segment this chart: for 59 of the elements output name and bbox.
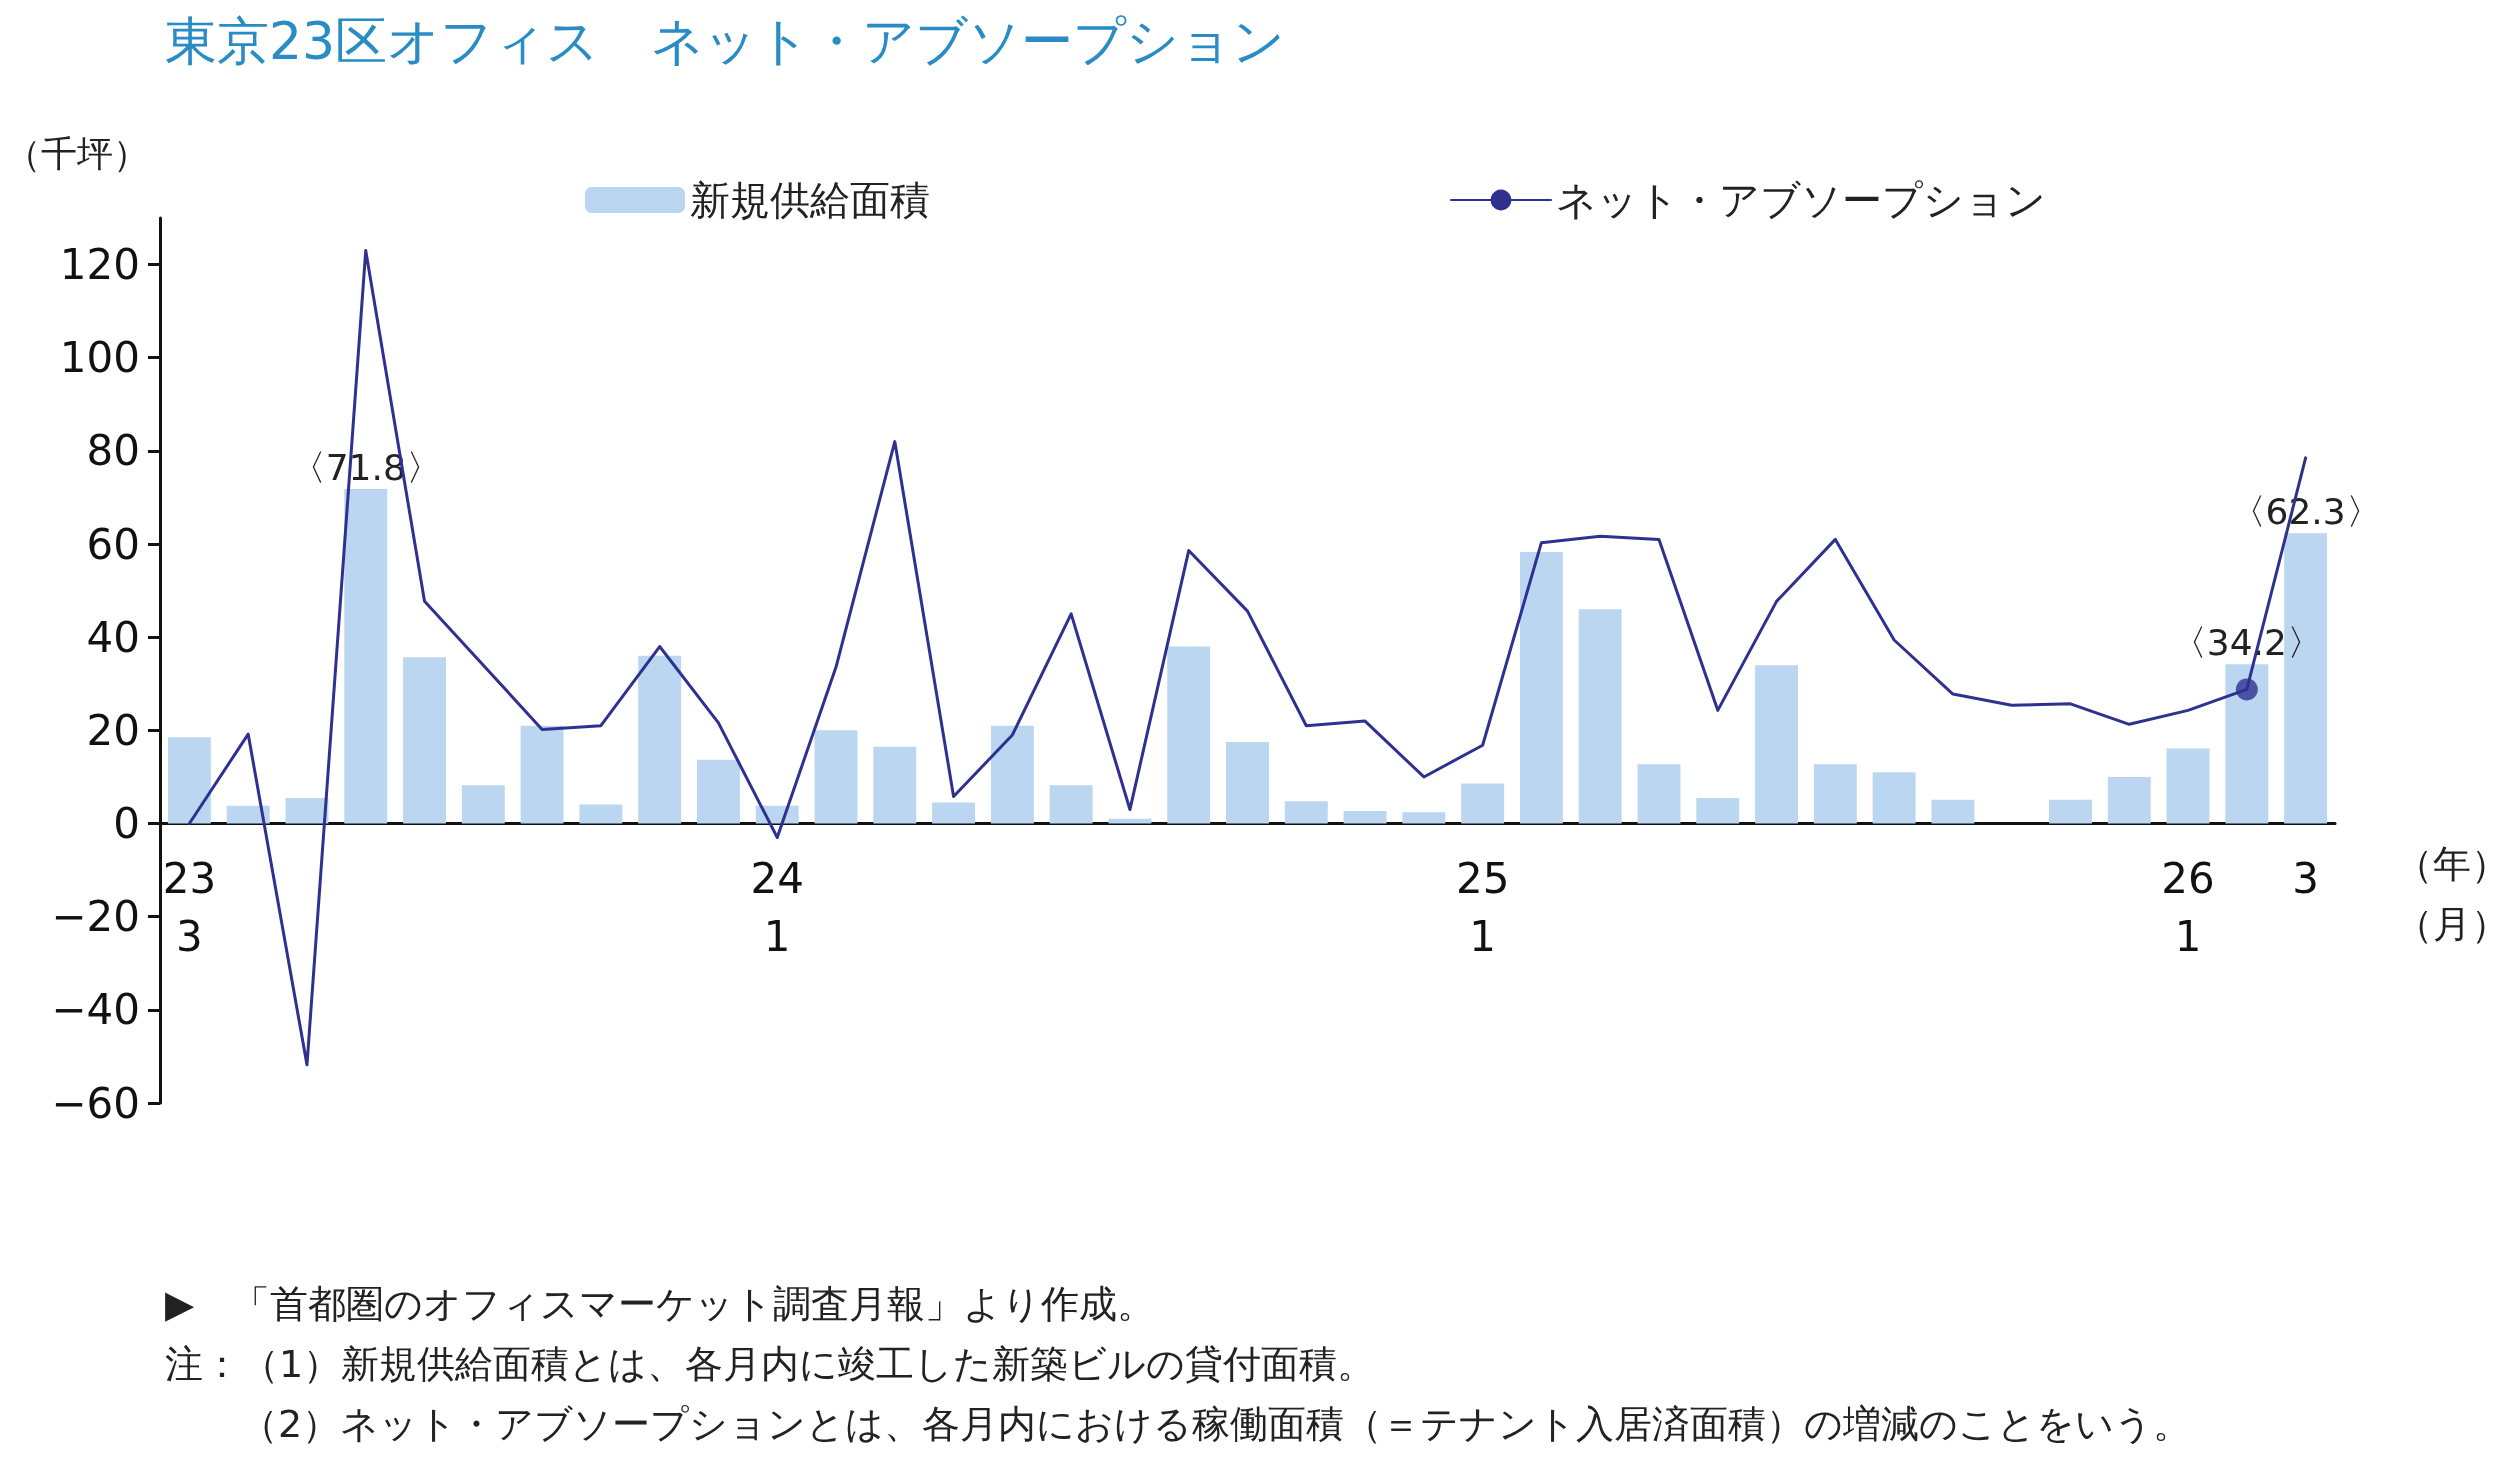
bar [226, 805, 270, 824]
y-axis-title: （千坪） [5, 132, 149, 174]
bar [579, 804, 623, 824]
bar [638, 655, 682, 824]
x-tick-label: 26 1 [2161, 854, 2215, 962]
bar [1402, 812, 1446, 824]
bar [1519, 551, 1563, 824]
bar [1343, 810, 1387, 824]
y-tick-label: 120 [59, 240, 140, 290]
bar [167, 737, 211, 824]
y-tick-label: −60 [51, 1078, 140, 1128]
bar [2225, 664, 2269, 824]
bar [2166, 748, 2210, 824]
bar [344, 489, 388, 824]
bar [2107, 776, 2151, 824]
y-tick-label: 40 [86, 612, 140, 662]
x-tick-label: 24 1 [750, 854, 804, 962]
bar [1226, 742, 1269, 824]
bar [285, 797, 329, 824]
bar [990, 725, 1034, 824]
y-tick-label: −40 [51, 985, 140, 1035]
y-tick-label: 0 [113, 799, 140, 849]
bar [1696, 797, 1740, 824]
bar [1167, 646, 1211, 824]
text: （年） [2395, 842, 2500, 886]
x-tick-label: 23 3 [162, 854, 217, 962]
bar [520, 725, 564, 824]
text: （月） [2395, 902, 2500, 946]
bar [1872, 772, 1916, 824]
bar [1108, 818, 1152, 824]
bar [1755, 665, 1799, 824]
bar [873, 746, 917, 824]
y-tick-label: 100 [59, 333, 140, 383]
bar [1461, 783, 1505, 824]
bar [932, 802, 976, 824]
bar [1637, 764, 1681, 824]
bar [696, 759, 740, 824]
x-tick-label: 25 1 [1455, 854, 1510, 962]
y-tick-label: 60 [86, 519, 140, 569]
bar [1578, 609, 1622, 824]
bar [1931, 799, 1975, 824]
bar [1813, 764, 1857, 824]
bar [403, 657, 446, 824]
bar [1284, 801, 1328, 824]
bar [2284, 533, 2328, 824]
text: ▶ 「首都圏のオフィスマーケット調査月報」より作成。 [165, 1282, 1156, 1326]
text: （2）ネット・アブソープションとは、各月内における稼働面積（＝テナント入居済面積）の増減のことをいう。 [240, 1402, 2192, 1446]
y-tick-label: 80 [86, 426, 140, 476]
chart-title: 東京23区オフィス ネット・アブソープション [165, 11, 1286, 71]
bar [814, 730, 858, 824]
legend-label: 新規供給面積 [690, 177, 930, 223]
x-tick-label: 3 [2292, 854, 2319, 904]
legend-label: ネット・アブソープション [1556, 177, 2046, 223]
text: 注：（1）新規供給面積とは、各月内に竣工した新築ビルの貸付面積。 [165, 1342, 1376, 1386]
bar [461, 785, 505, 824]
bar [2049, 799, 2092, 824]
y-tick-label: −20 [51, 892, 140, 942]
y-tick-label: 20 [86, 705, 140, 755]
bar [1049, 785, 1093, 824]
